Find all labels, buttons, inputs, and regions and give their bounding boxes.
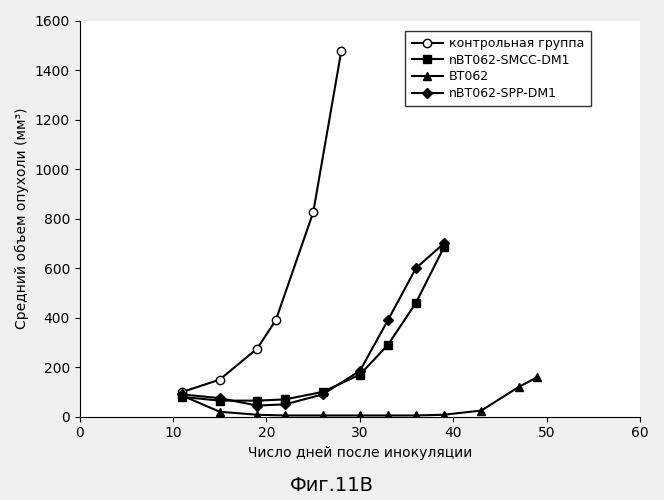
BТ062 [216,409,224,415]
BТ062 [384,412,392,418]
nBT062-SMCC-DM1 [319,389,327,395]
контрольная группа [216,376,224,382]
BТ062 [356,412,364,418]
контрольная группа [253,346,261,352]
Legend: контрольная группа, nBT062-SMCC-DM1, BТ062, nBT062-SPP-DM1: контрольная группа, nBT062-SMCC-DM1, BТ0… [406,30,591,106]
nBT062-SPP-DM1 [253,402,261,408]
BТ062 [477,408,485,414]
BТ062 [253,412,261,418]
nBT062-SPP-DM1 [412,265,420,271]
nBT062-SMCC-DM1 [440,244,448,250]
Line: nBT062-SPP-DM1: nBT062-SPP-DM1 [179,240,448,409]
nBT062-SMCC-DM1 [253,398,261,404]
Line: контрольная группа: контрольная группа [178,48,345,396]
контрольная группа [179,389,187,395]
BТ062 [515,384,523,390]
nBT062-SPP-DM1 [356,368,364,374]
BТ062 [440,412,448,418]
nBT062-SMCC-DM1 [281,396,289,402]
nBT062-SPP-DM1 [319,392,327,398]
BТ062 [533,374,541,380]
X-axis label: Число дней после инокуляции: Число дней после инокуляции [248,446,472,460]
nBT062-SMCC-DM1 [356,372,364,378]
nBT062-SMCC-DM1 [384,342,392,348]
контрольная группа [272,317,280,323]
Line: nBT062-SMCC-DM1: nBT062-SMCC-DM1 [178,243,448,405]
Line: BТ062: BТ062 [178,373,542,420]
nBT062-SPP-DM1 [440,240,448,246]
контрольная группа [337,48,345,54]
nBT062-SMCC-DM1 [179,394,187,400]
nBT062-SPP-DM1 [216,395,224,401]
nBT062-SMCC-DM1 [412,300,420,306]
Y-axis label: Средний объем опухоли (мм³): Средний объем опухоли (мм³) [15,108,29,330]
контрольная группа [309,210,317,216]
BТ062 [281,412,289,418]
BТ062 [179,392,187,398]
BТ062 [319,412,327,418]
nBT062-SPP-DM1 [384,317,392,323]
nBT062-SMCC-DM1 [216,398,224,404]
nBT062-SPP-DM1 [179,392,187,398]
BТ062 [412,412,420,418]
Text: Фиг.11В: Фиг.11В [290,476,374,495]
nBT062-SPP-DM1 [281,402,289,407]
